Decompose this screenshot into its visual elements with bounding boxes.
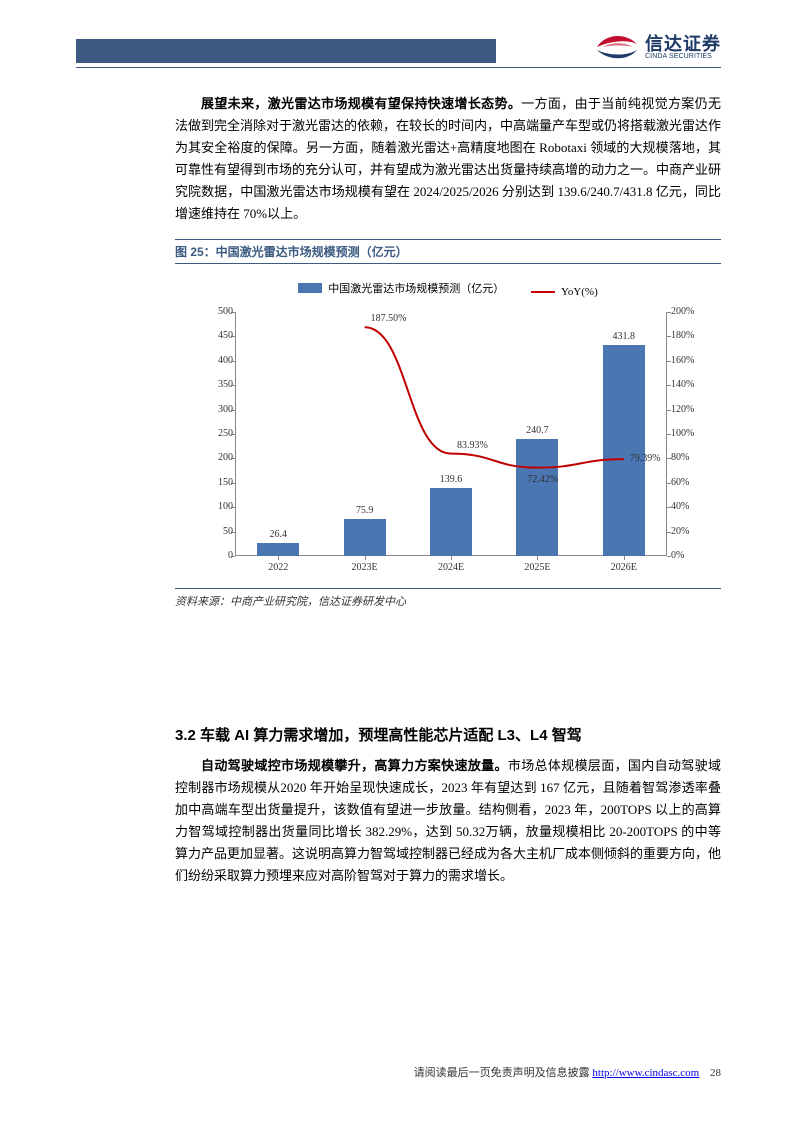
para1-rest: 一方面，由于当前纯视觉方案仍无法做到完全消除对于激光雷达的依赖，在较长的时间内，… <box>175 96 721 221</box>
x-tick-label: 2025E <box>512 562 562 573</box>
y-right-tick-label: 100% <box>671 428 719 439</box>
y-left-tick-label: 250 <box>183 428 233 439</box>
line-swatch-icon <box>531 291 555 293</box>
bar-swatch-icon <box>298 283 322 293</box>
y-left-tick-label: 350 <box>183 379 233 390</box>
header-color-band <box>76 39 496 63</box>
y-left-tick-label: 200 <box>183 452 233 463</box>
company-logo: 信达证券 CINDA SECURITIES <box>595 30 721 64</box>
bar-value-label: 75.9 <box>335 505 395 516</box>
y-right-tick-label: 200% <box>671 306 719 317</box>
header-divider <box>76 67 721 68</box>
y-right-tick-label: 40% <box>671 501 719 512</box>
para1-bold: 展望未来，激光雷达市场规模有望保持快速增长态势。 <box>201 96 521 111</box>
x-tick-label: 2026E <box>599 562 649 573</box>
y-right-tick-label: 0% <box>671 550 719 561</box>
legend-bar-label: 中国激光雷达市场规模预测（亿元） <box>328 280 504 296</box>
y-right-tick-label: 120% <box>671 404 719 415</box>
section-title: 3.2 车载 AI 算力需求增加，预埋高性能芯片适配 L3、L4 智驾 <box>175 724 721 745</box>
legend-bar: 中国激光雷达市场规模预测（亿元） <box>298 280 504 296</box>
line-value-label: 72.42% <box>527 474 558 485</box>
x-tick-label: 2023E <box>340 562 390 573</box>
legend-line-label: YoY(%) <box>561 286 598 298</box>
chart-source: 资料来源：中商产业研究院，信达证券研发中心 <box>175 588 721 609</box>
line-value-label: 187.50% <box>371 313 407 324</box>
y-left-tick-label: 150 <box>183 477 233 488</box>
page-footer: 请阅读最后一页免责声明及信息披露 http://www.cindasc.com … <box>414 1064 721 1080</box>
y-left-tick-label: 100 <box>183 501 233 512</box>
x-tick-label: 2022 <box>253 562 303 573</box>
bar-value-label: 240.7 <box>507 425 567 436</box>
y-right-tick-label: 160% <box>671 355 719 366</box>
y-right-tick-label: 60% <box>671 477 719 488</box>
paragraph-1: 展望未来，激光雷达市场规模有望保持快速增长态势。一方面，由于当前纯视觉方案仍无法… <box>175 93 721 225</box>
lidar-market-chart: 中国激光雷达市场规模预测（亿元） YoY(%) 0 50 100 150 200 250 3… <box>175 274 721 584</box>
line-value-label: 83.93% <box>457 440 488 451</box>
logo-text-cn: 信达证券 <box>645 35 721 53</box>
logo-text-en: CINDA SECURITIES <box>645 53 721 60</box>
line-value-label: 79.39% <box>630 453 661 464</box>
y-right-tick-label: 80% <box>671 452 719 463</box>
y-left-tick-label: 50 <box>183 526 233 537</box>
bar-value-label: 139.6 <box>421 474 481 485</box>
legend-line: YoY(%) <box>531 286 598 298</box>
bar-value-label: 431.8 <box>594 331 654 342</box>
bar-value-label: 26.4 <box>248 529 308 540</box>
chart-legend: 中国激光雷达市场规模预测（亿元） YoY(%) <box>175 280 721 298</box>
footer-link[interactable]: http://www.cindasc.com <box>592 1067 699 1079</box>
content-area: 展望未来，激光雷达市场规模有望保持快速增长态势。一方面，由于当前纯视觉方案仍无法… <box>175 93 721 887</box>
para2-bold: 自动驾驶域控市场规模攀升，高算力方案快速放量。 <box>201 758 508 773</box>
para2-rest: 市场总体规模层面，国内自动驾驶域控制器市场规模从2020 年开始呈现快速成长，2… <box>175 758 721 883</box>
y-left-tick-label: 450 <box>183 330 233 341</box>
y-left-tick-label: 400 <box>183 355 233 366</box>
footer-text: 请阅读最后一页免责声明及信息披露 <box>414 1067 590 1079</box>
y-left-tick-label: 0 <box>183 550 233 561</box>
figure-title: 图 25：中国激光雷达市场规模预测（亿元） <box>175 239 721 264</box>
logo-swoosh-icon <box>595 30 639 64</box>
y-right-tick-label: 20% <box>671 526 719 537</box>
y-left-tick-label: 300 <box>183 404 233 415</box>
paragraph-2: 自动驾驶域控市场规模攀升，高算力方案快速放量。市场总体规模层面，国内自动驾驶域控… <box>175 755 721 887</box>
y-right-tick-label: 140% <box>671 379 719 390</box>
y-left-tick-label: 500 <box>183 306 233 317</box>
y-right-tick-label: 180% <box>671 330 719 341</box>
page-number: 28 <box>710 1067 721 1079</box>
plot-area <box>235 312 667 556</box>
trend-line <box>235 312 667 556</box>
x-tick-label: 2024E <box>426 562 476 573</box>
